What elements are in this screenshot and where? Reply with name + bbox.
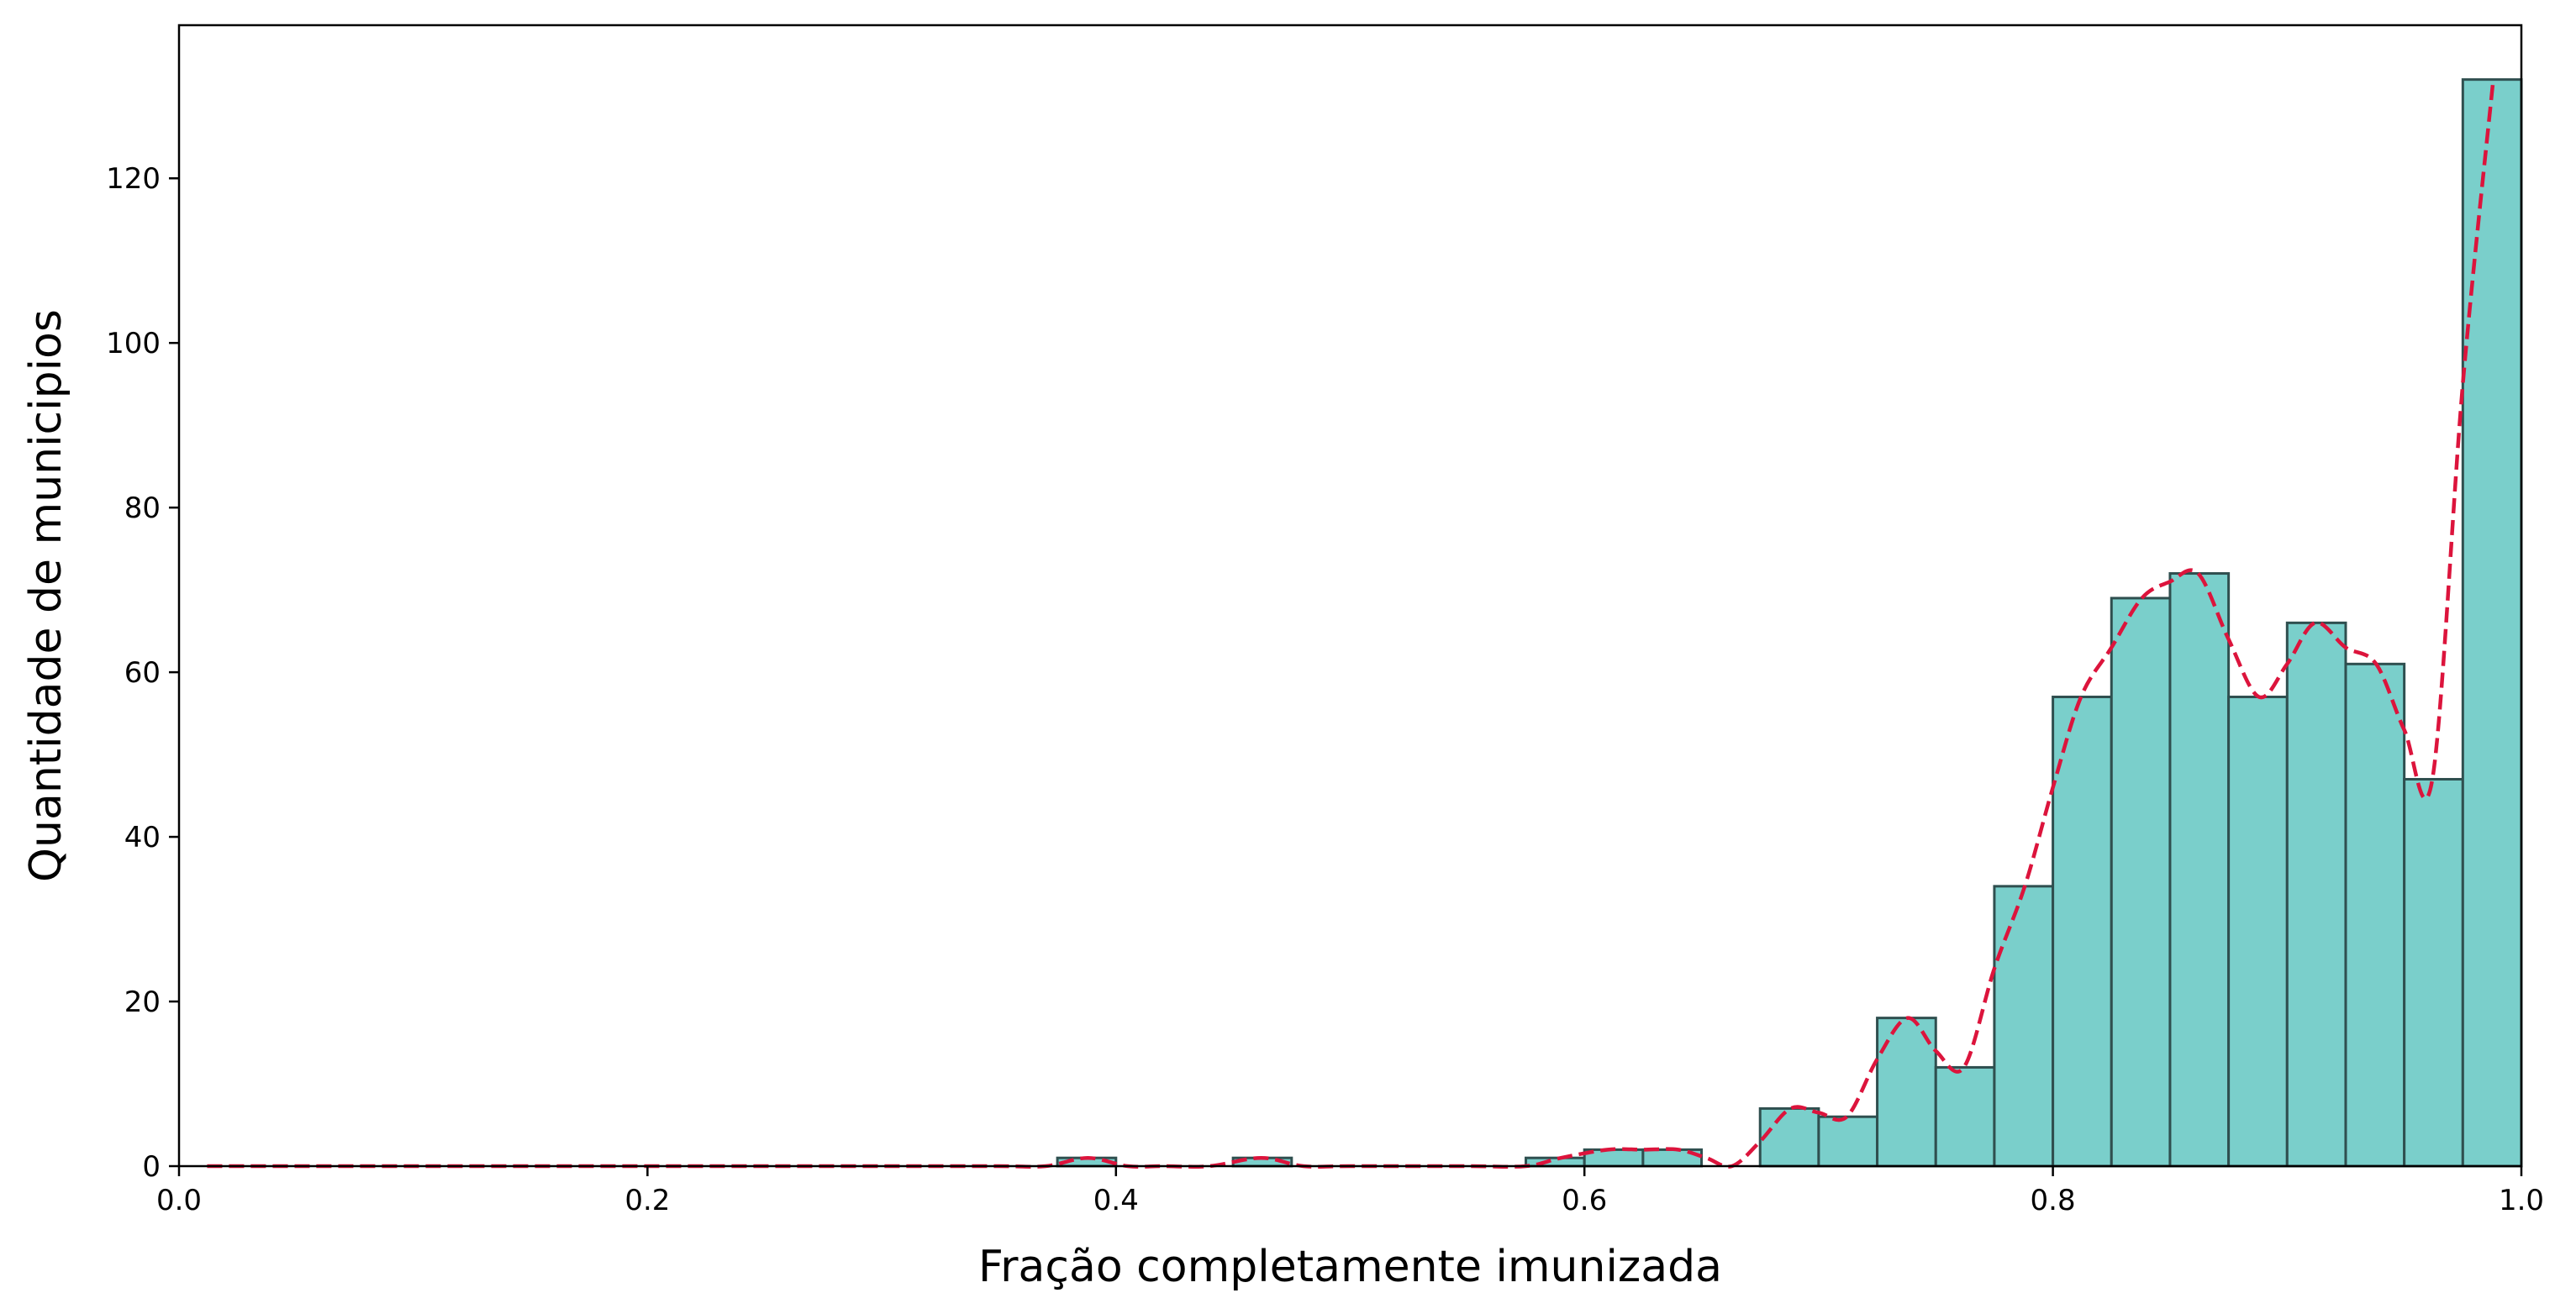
y-tick-label: 100 xyxy=(106,327,161,360)
y-tick-label: 20 xyxy=(124,986,161,1019)
histogram-bar xyxy=(1758,1106,1820,1168)
y-axis-label: Quantidade de municipios xyxy=(21,309,71,882)
histogram-bar xyxy=(2403,777,2464,1168)
histogram-bar xyxy=(2461,78,2523,1168)
x-tick-label: 0.0 xyxy=(156,1184,202,1217)
x-tick-label: 0.8 xyxy=(2031,1184,2076,1217)
x-axis-label: Fração completamente imunizada xyxy=(978,1242,1722,1292)
y-tick-label: 120 xyxy=(106,162,161,196)
x-tick-label: 0.6 xyxy=(1562,1184,1607,1217)
histogram-bars xyxy=(1056,78,2523,1168)
y-tick-label: 40 xyxy=(124,821,161,854)
histogram-bar xyxy=(1934,1065,1996,1168)
histogram-bar xyxy=(1525,1156,1586,1168)
x-tick-label: 0.2 xyxy=(624,1184,670,1217)
histogram-bar xyxy=(1817,1115,1879,1168)
histogram-bar xyxy=(2052,696,2113,1168)
plot-frame xyxy=(177,24,2523,1168)
histogram-bar xyxy=(2285,621,2347,1168)
x-tick-label: 0.4 xyxy=(1093,1184,1139,1217)
histogram-bar xyxy=(1993,885,2055,1168)
histogram-bar xyxy=(2168,572,2231,1168)
x-tick-label: 1.0 xyxy=(2499,1184,2544,1217)
y-tick-label: 0 xyxy=(142,1150,161,1184)
histogram-bar xyxy=(2110,597,2172,1168)
histogram-bar xyxy=(2227,696,2289,1168)
x-axis-ticks: 0.0 0.2 0.4 0.6 0.8 1.0 xyxy=(156,1166,2544,1217)
y-axis-ticks: 0 20 40 60 80 100 120 xyxy=(106,162,179,1184)
y-tick-label: 60 xyxy=(124,656,161,690)
y-tick-label: 80 xyxy=(124,491,161,525)
histogram-bar xyxy=(2344,662,2406,1168)
